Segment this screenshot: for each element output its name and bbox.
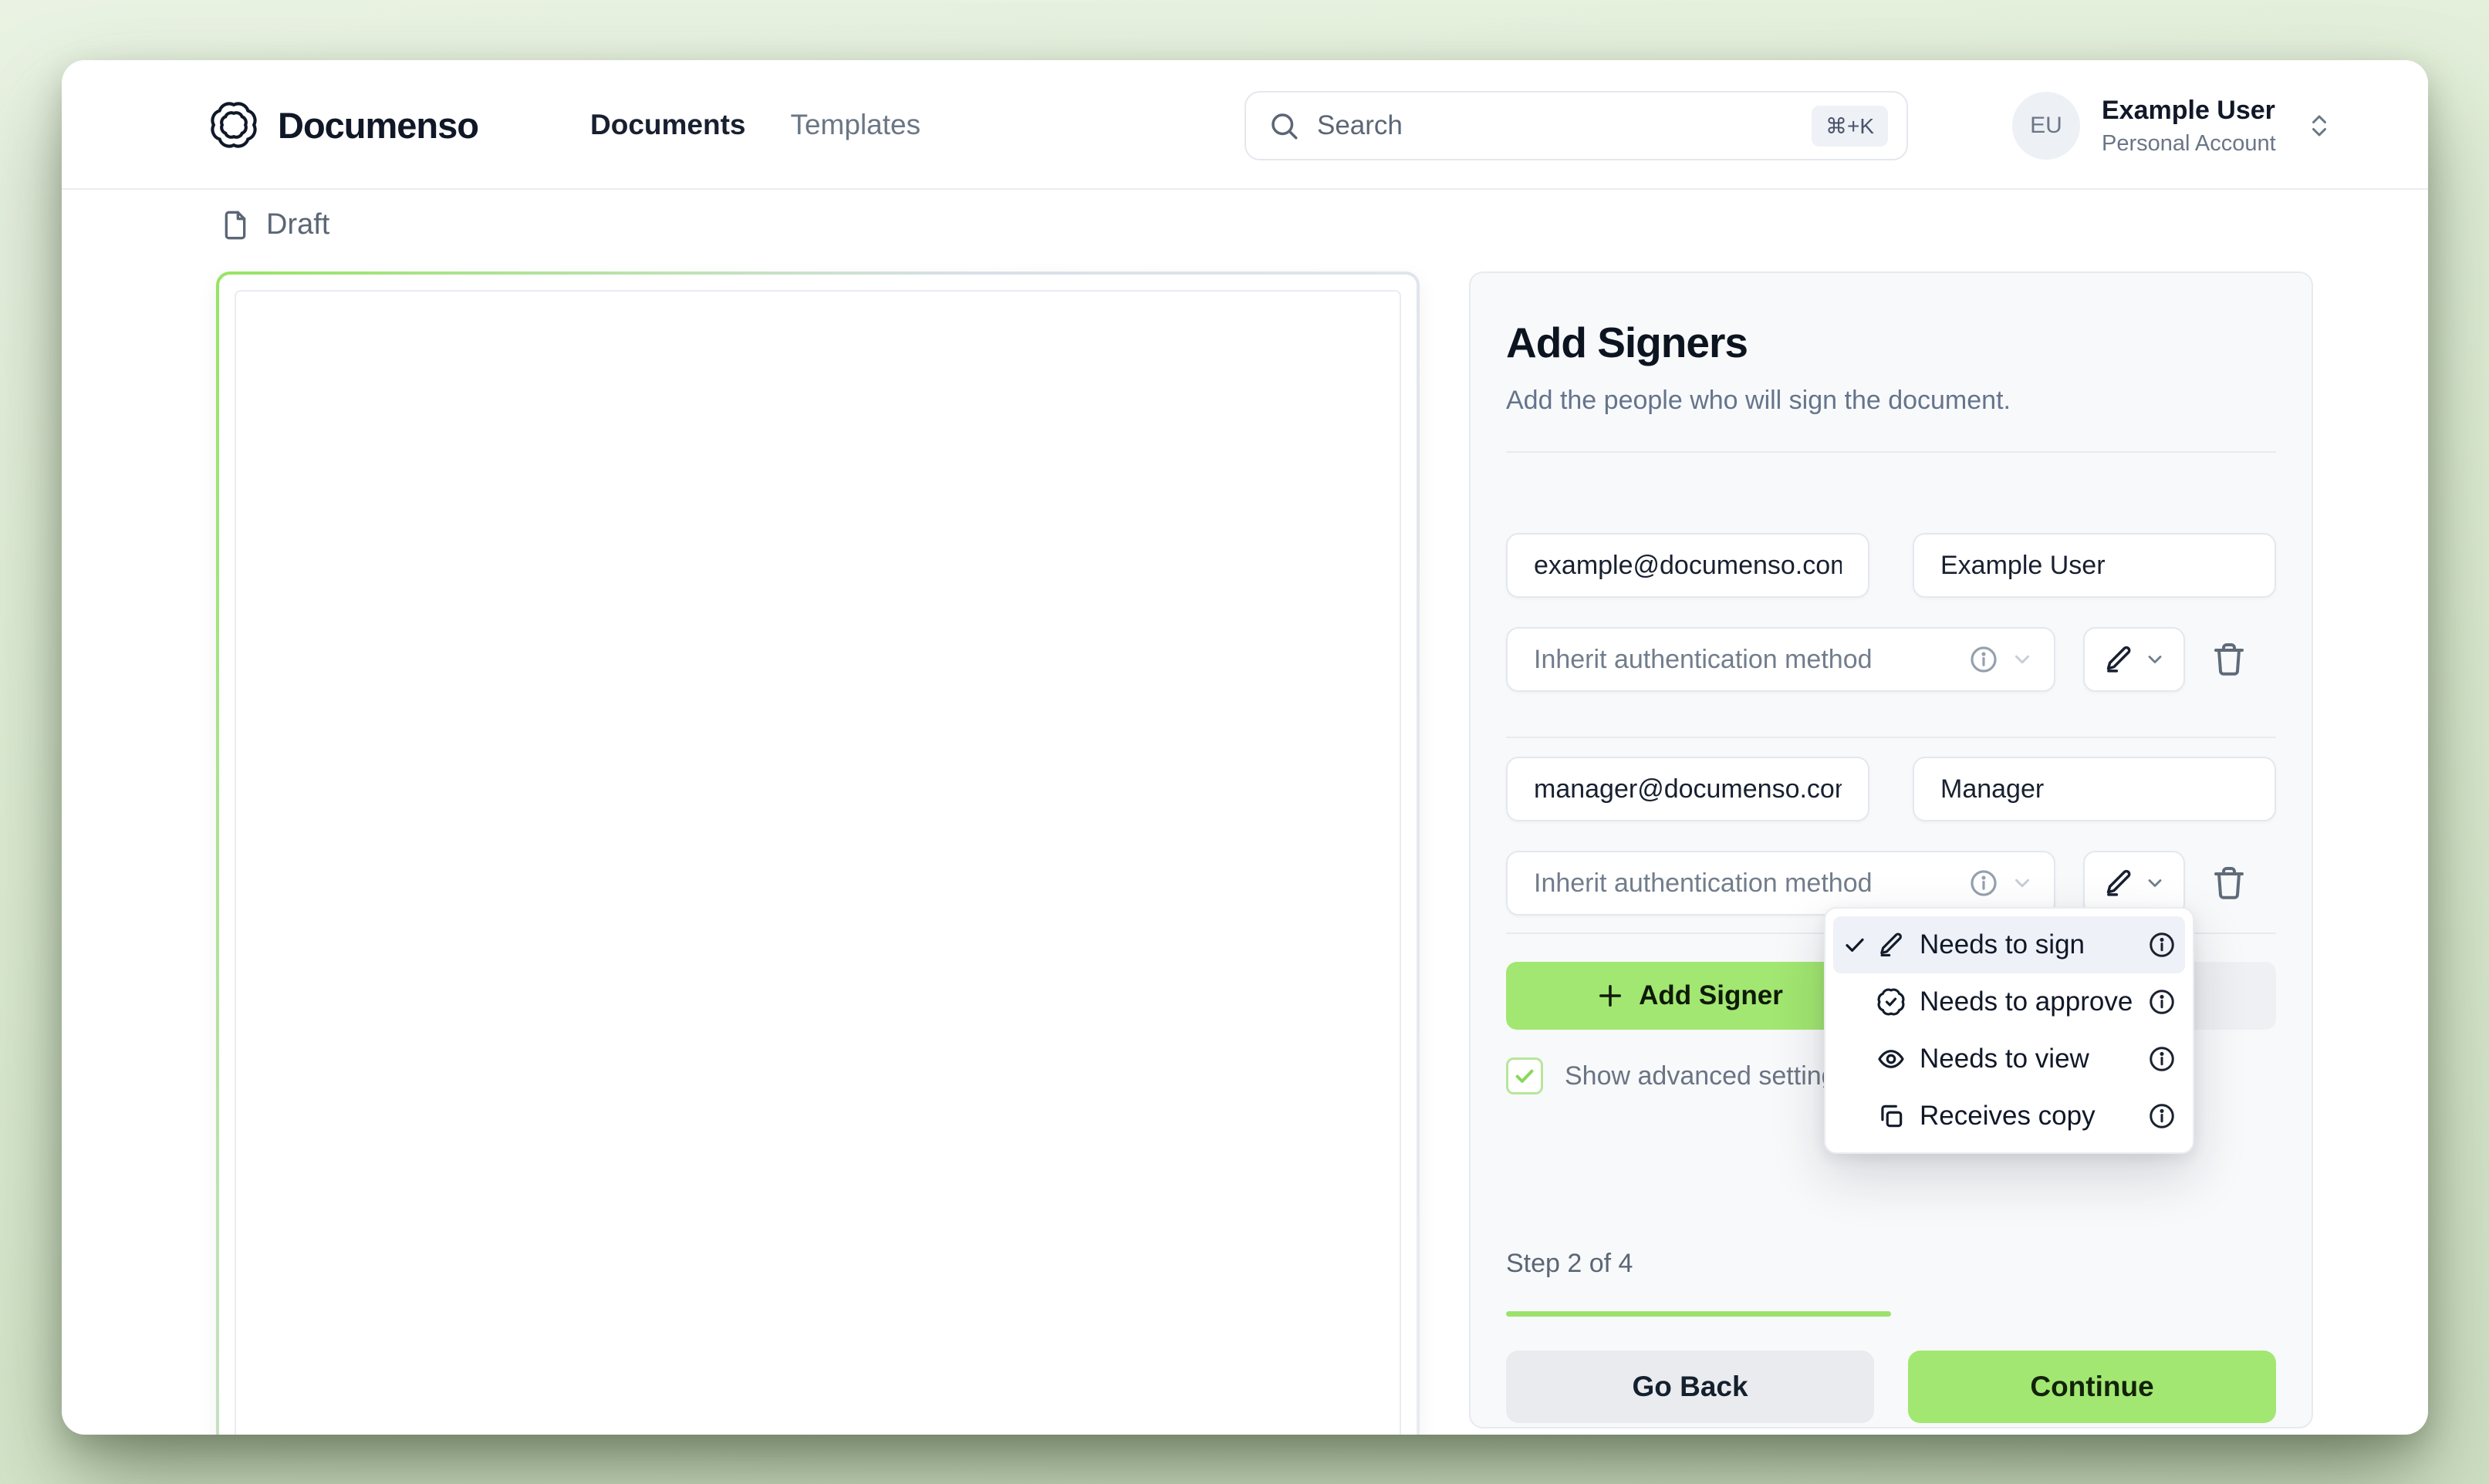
role-item-needs-to-approve[interactable]: Needs to approve: [1833, 973, 2185, 1030]
document-preview-card: [216, 272, 1420, 1435]
info-icon[interactable]: [2148, 988, 2176, 1016]
signer-1-options-row: Inherit authentication method: [1506, 627, 2276, 692]
signer-row-1: [1506, 533, 2276, 598]
chevron-down-icon: [2148, 656, 2162, 663]
signer-1-role-button[interactable]: [2083, 627, 2185, 692]
divider: [1506, 737, 2276, 738]
signer-1-delete-button[interactable]: [2205, 627, 2253, 692]
status-badge: Draft: [266, 208, 330, 241]
documenso-logo-icon: [208, 99, 259, 150]
plus-icon: [1599, 985, 1622, 1007]
account-type: Personal Account: [2102, 130, 2276, 156]
account-name: Example User: [2102, 95, 2275, 125]
signer-2-delete-button[interactable]: [2205, 851, 2253, 916]
chevron-down-icon: [2015, 655, 2029, 664]
search-shortcut-badge: ⌘+K: [1811, 105, 1888, 147]
file-icon: [225, 211, 246, 239]
add-signer-label: Add Signer: [1639, 980, 1783, 1010]
avatar: EU: [2012, 92, 2080, 160]
account-menu[interactable]: EU Example User Personal Account: [2012, 91, 2333, 160]
signer-row-2: [1506, 757, 2276, 821]
brand-name: Documenso: [278, 104, 479, 146]
signer-1-email-field[interactable]: [1506, 533, 1869, 598]
badge-check-icon: [1877, 988, 1905, 1016]
signer-2-role-button[interactable]: [2083, 851, 2185, 916]
chevron-down-icon: [2148, 879, 2162, 887]
go-back-button[interactable]: Go Back: [1506, 1351, 1874, 1423]
check-icon: [1515, 1069, 1534, 1083]
info-icon: [1971, 646, 1997, 673]
search-bar[interactable]: ⌘+K: [1244, 91, 1908, 160]
add-signer-button[interactable]: Add Signer: [1506, 962, 1871, 1030]
eye-icon: [1878, 1050, 1904, 1068]
add-signers-panel: Add Signers Add the people who will sign…: [1469, 272, 2313, 1428]
pen-icon: [1880, 933, 1902, 957]
signer-1-name-field[interactable]: [1913, 533, 2276, 598]
continue-button[interactable]: Continue: [1908, 1351, 2276, 1423]
advanced-settings-row: Show advanced settings: [1506, 1057, 2276, 1094]
search-input[interactable]: [1317, 110, 1812, 141]
main-nav: Documents Templates: [590, 60, 920, 190]
info-icon[interactable]: [2148, 1045, 2176, 1073]
advanced-settings-label: Show advanced settings: [1565, 1061, 1849, 1091]
check-icon: [1846, 938, 1864, 952]
copy-icon: [1881, 1105, 1903, 1128]
info-icon[interactable]: [2148, 931, 2176, 959]
signer-2-name-field[interactable]: [1913, 757, 2276, 821]
info-icon: [1971, 870, 1997, 896]
signer-2-email-field[interactable]: [1506, 757, 1869, 821]
page-title: Add Signers: [1506, 319, 1748, 366]
trash-icon: [2214, 643, 2244, 676]
document-status: Draft: [220, 208, 329, 241]
trash-icon: [2214, 867, 2244, 899]
search-icon: [1272, 113, 1298, 140]
nav-documents[interactable]: Documents: [590, 109, 746, 140]
divider: [1506, 451, 2276, 453]
role-dropdown-menu: Needs to sign Needs to approve Needs to …: [1824, 907, 2194, 1154]
progress-fill: [1506, 1311, 1891, 1317]
app-window: Documenso Documents Templates ⌘+K EU Exa…: [62, 60, 2428, 1435]
pen-icon: [2106, 869, 2131, 896]
advanced-settings-checkbox[interactable]: [1506, 1057, 1543, 1094]
auth-select-placeholder: Inherit authentication method: [1534, 644, 1873, 674]
pen-icon: [2106, 646, 2131, 673]
chevron-down-icon: [2015, 879, 2029, 888]
auth-select-placeholder: Inherit authentication method: [1534, 868, 1873, 898]
signer-1-auth-select[interactable]: Inherit authentication method: [1506, 627, 2055, 692]
panel-subtitle: Add the people who will sign the documen…: [1506, 386, 2011, 415]
step-indicator: Step 2 of 4: [1506, 1249, 1633, 1278]
role-item-needs-to-sign[interactable]: Needs to sign: [1833, 916, 2185, 973]
header: Documenso Documents Templates ⌘+K EU Exa…: [62, 60, 2428, 190]
role-item-receives-copy[interactable]: Receives copy: [1833, 1088, 2185, 1145]
nav-templates[interactable]: Templates: [790, 109, 921, 140]
signer-2-options-row: Inherit authentication method: [1506, 851, 2276, 916]
role-item-needs-to-view[interactable]: Needs to view: [1833, 1030, 2185, 1088]
document-page: [235, 290, 1401, 1435]
chevrons-up-down-icon: [2312, 115, 2326, 137]
info-icon[interactable]: [2148, 1102, 2176, 1130]
signer-2-auth-select[interactable]: Inherit authentication method: [1506, 851, 2055, 916]
progress-track: [1506, 1311, 2276, 1317]
footer-actions: Go Back Continue: [1506, 1351, 2276, 1423]
brand[interactable]: Documenso: [208, 60, 479, 190]
